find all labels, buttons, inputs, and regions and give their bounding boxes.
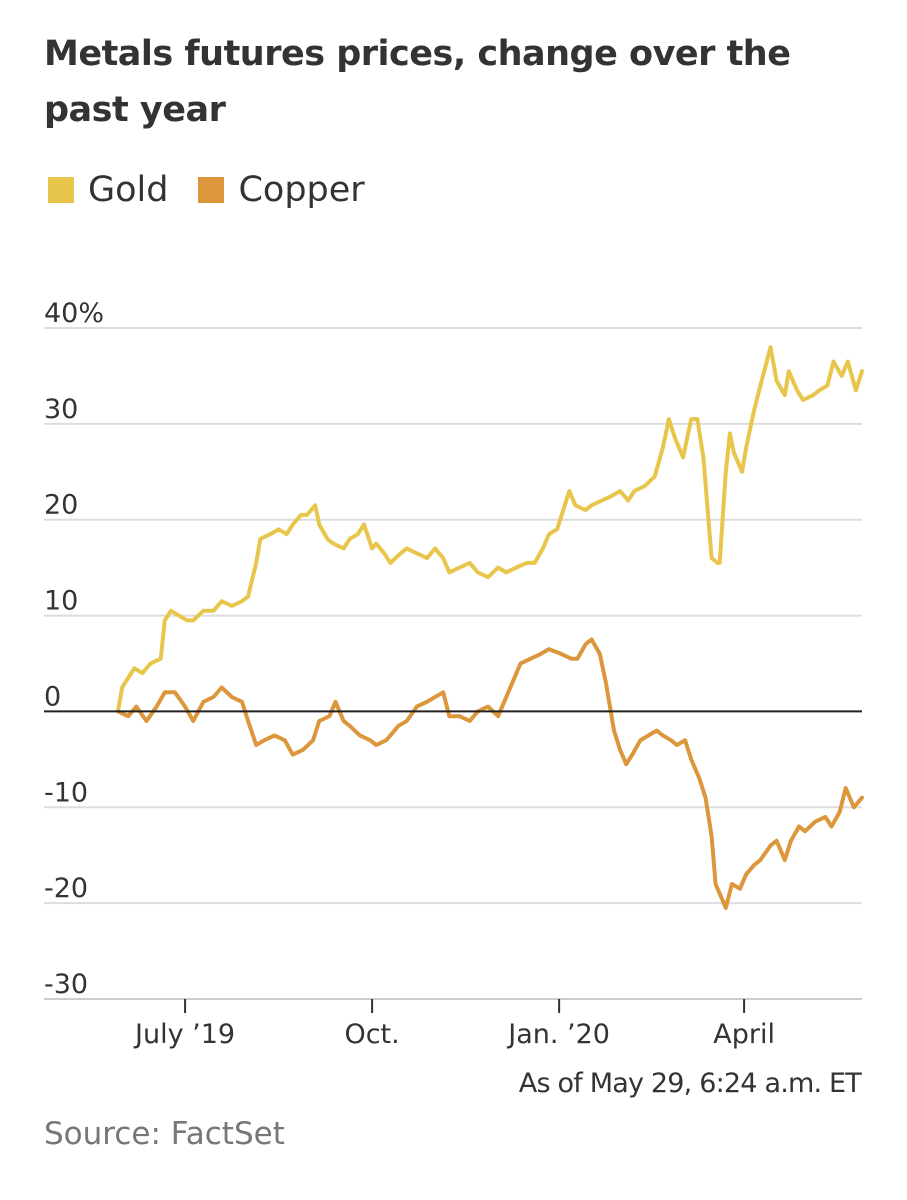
series-line-copper (116, 637, 864, 910)
y-tick-label: -20 (44, 873, 88, 904)
series-line-gold (116, 345, 864, 714)
legend-item-copper: Copper (198, 170, 365, 210)
legend-label-gold: Gold (88, 170, 169, 210)
legend-item-gold: Gold (48, 170, 168, 210)
legend-swatch-gold (48, 177, 74, 203)
as-of-note: As of May 29, 6:24 a.m. ET (518, 1068, 862, 1099)
source-note: Source: FactSet (44, 1116, 285, 1152)
x-tick-label: April (713, 1019, 775, 1050)
legend: Gold Copper (48, 170, 395, 210)
y-tick-label: 10 (44, 586, 78, 617)
y-tick-label: 0 (44, 681, 61, 712)
y-tick-label: 30 (44, 394, 78, 425)
x-tick-label: Jan. ’20 (506, 1019, 610, 1050)
x-tick-label: Oct. (344, 1019, 399, 1050)
legend-label-copper: Copper (238, 170, 365, 210)
y-tick-label: -30 (44, 969, 88, 1000)
y-tick-label: -10 (44, 777, 88, 808)
legend-swatch-copper (198, 177, 225, 203)
y-tick-label: 20 (44, 490, 78, 521)
y-tick-label: 40% (44, 298, 104, 329)
chart-title: Metals futures prices, change over the p… (44, 34, 791, 130)
x-tick-label: July ’19 (133, 1019, 235, 1050)
